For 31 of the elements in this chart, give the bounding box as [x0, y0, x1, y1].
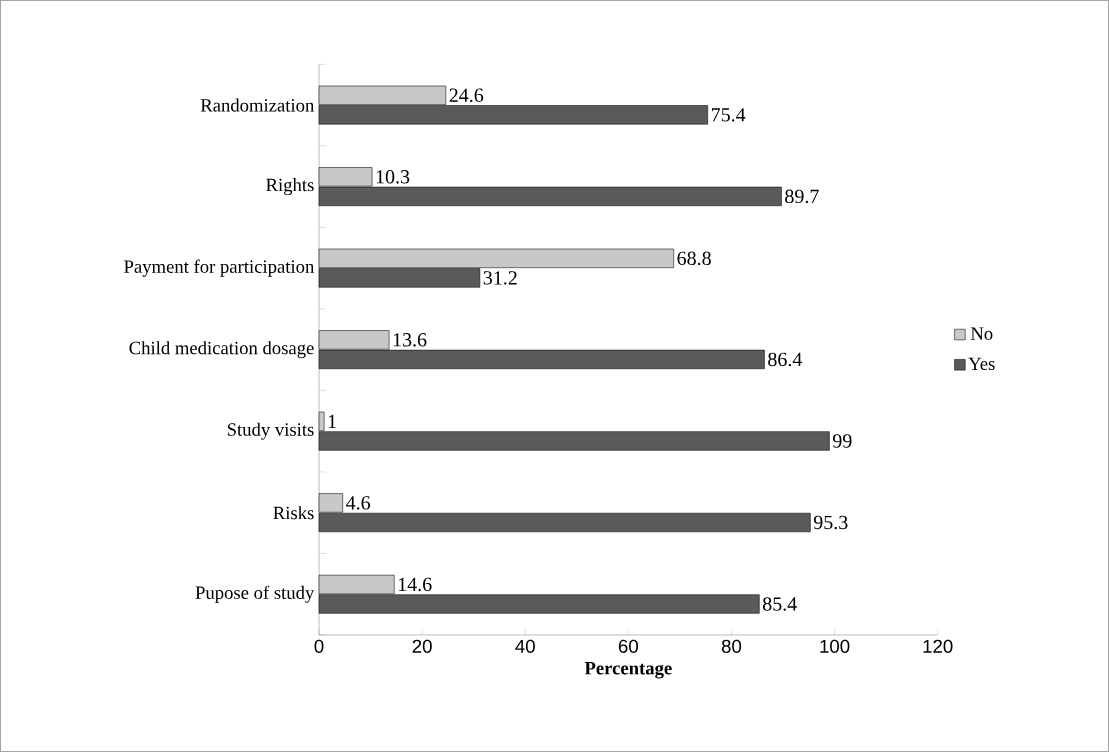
x-tick-label: 80	[721, 639, 742, 653]
data-label: 31.2	[483, 271, 517, 285]
data-label: 86.4	[768, 352, 803, 367]
x-axis-title: Percentage	[584, 662, 672, 679]
x-tick-label: 120	[923, 639, 953, 653]
data-label: 89.7	[785, 189, 819, 204]
data-label: 75.4	[711, 108, 746, 122]
data-label: 1	[328, 414, 336, 428]
data-label: 68.8	[677, 251, 711, 266]
legend-label: Yes	[968, 357, 995, 371]
data-label: 95.3	[813, 515, 848, 530]
data-label: 14.6	[398, 577, 432, 592]
data-label: 24.6	[449, 88, 484, 103]
x-tick-label: 20	[412, 639, 432, 653]
y-tick-label: Risks	[273, 506, 314, 520]
data-label: 85.4	[762, 597, 797, 611]
y-tick-label: Child medication dosage	[129, 341, 314, 359]
data-label: 99	[832, 434, 852, 448]
legend-label: No	[970, 327, 993, 340]
x-tick-label: 40	[515, 639, 535, 653]
data-label: 4.6	[346, 496, 371, 510]
x-tick-label: 0	[314, 639, 324, 653]
x-tick-label: 60	[618, 639, 638, 653]
x-tick-label: 100	[820, 639, 850, 653]
data-label: 10.3	[376, 170, 410, 184]
y-tick-label: Randomization	[200, 98, 315, 112]
y-tick-label: Pupose of study	[195, 585, 315, 603]
data-label: 13.6	[393, 333, 427, 347]
y-tick-label: Rights	[266, 178, 314, 196]
y-tick-label: Payment for participation	[124, 259, 315, 277]
y-tick-label: Study visits	[227, 422, 314, 440]
